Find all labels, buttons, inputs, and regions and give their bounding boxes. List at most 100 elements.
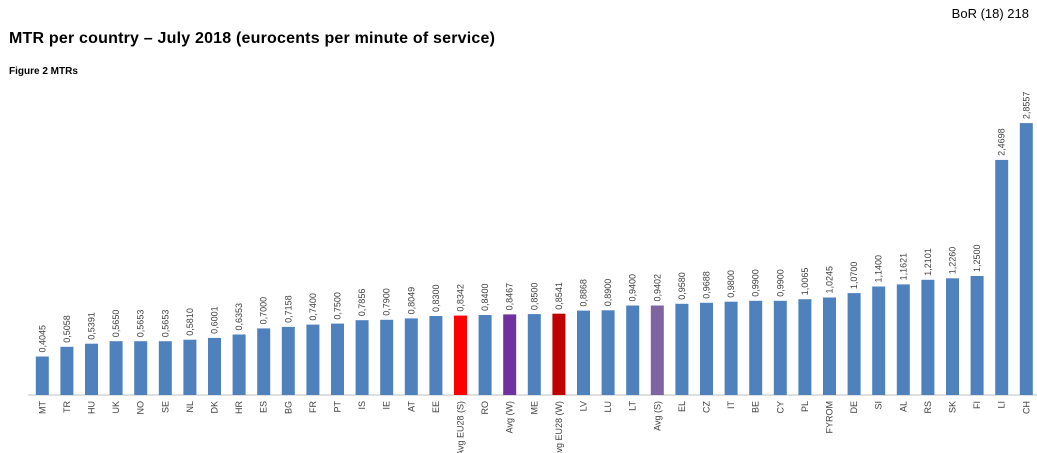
category-label: TR [62,401,72,413]
bar-mt [35,356,49,395]
value-label: 0,5810 [185,308,195,336]
category-label: BE [751,401,761,413]
value-label: 0,5653 [136,310,146,338]
bar-al [896,284,910,395]
category-label: Avg (W) [505,401,515,433]
value-label: 1,0700 [849,262,859,290]
value-label: 0,7000 [259,297,269,325]
bar-at [404,318,418,395]
category-label: EL [677,401,687,412]
value-label: 1,2101 [923,248,933,276]
bar-ro [478,315,492,395]
value-label: 0,9900 [775,269,785,297]
category-label: AL [898,401,908,412]
bar-avg-w [503,314,517,395]
figure-caption: Figure 2 MTRs [9,66,78,77]
value-label: 0,4045 [37,325,47,353]
value-label: 0,6001 [210,306,220,334]
bar-nl [183,339,197,395]
category-label: LT [628,401,638,411]
value-label: 0,8467 [505,283,515,311]
value-label: 1,2500 [972,244,982,272]
bar-cz [700,302,713,395]
category-label: BG [283,401,293,414]
category-label: LU [603,401,613,413]
value-label: 0,7856 [357,289,367,317]
category-label: LI [997,401,1007,409]
value-label: 0,5058 [62,315,72,343]
value-label: 1,1400 [874,255,884,283]
value-label: 0,9800 [726,270,736,298]
value-label: 0,8049 [406,287,416,315]
bar-avg-eu28-s [454,315,467,395]
category-label: SK [948,401,958,413]
category-label: IT [726,400,736,409]
value-label: 0,5650 [111,310,121,338]
value-label: 0,5391 [87,312,97,340]
bar-el [675,303,689,395]
value-label: 0,9402 [652,274,662,302]
value-labels-group: 0,4045 0,5058 0,5391 0,5650 0,5653 0,5653 0,58… [37,92,1031,353]
category-label: DE [849,401,859,414]
bar-se [158,341,172,395]
bar-fr [306,324,320,395]
bar-cy [773,300,787,395]
bar-rs [921,279,935,395]
bar-lv [577,310,590,395]
value-label: 0,9688 [702,271,712,299]
value-label: 0,7500 [333,292,343,320]
bars-group [35,123,1033,395]
category-label: UK [111,401,121,414]
bar-es [257,328,271,395]
value-label: 2,8557 [1021,92,1031,120]
value-label: 0,8900 [603,279,613,307]
category-label: AT [406,401,416,412]
bar-me [527,314,541,395]
bar-uk [109,341,123,395]
category-label: PL [800,401,810,412]
value-label: 0,5653 [160,310,170,338]
category-label: CY [775,401,785,414]
bar-be [749,300,763,395]
value-label: 0,8342 [456,284,466,312]
category-label: DK [210,401,220,414]
bar-is [355,320,369,395]
value-label: 0,7158 [283,295,293,323]
category-label: PT [333,401,343,413]
value-label: 0,8400 [480,283,490,311]
document-reference: BoR (18) 218 [951,6,1029,21]
value-label: 1,2260 [948,247,958,275]
category-label: RO [480,401,490,415]
category-label: IS [357,401,367,410]
value-label: 0,9580 [677,272,687,300]
value-label: 0,8300 [431,284,441,312]
bar-tr [60,346,74,395]
bar-ie [380,319,394,395]
value-label: 0,9400 [628,274,638,302]
category-label: SE [160,401,170,413]
bar-avg-s [650,305,664,395]
bar-li [995,159,1009,395]
category-label: HU [87,401,97,414]
bar-it [724,301,738,395]
category-label: MT [37,401,47,414]
category-label: FYROM [825,401,835,434]
category-label: CZ [702,401,712,413]
category-label: Avg EU28 (S) [456,401,466,453]
bar-pl [798,299,812,395]
category-label: RS [923,401,933,414]
category-labels-group: MT TR HU UK NO SE NL DK HR ES BG FR PT IS IE AT EE Avg EU… [37,400,1031,453]
value-label: 1,0065 [800,268,810,296]
value-label: 1,1621 [898,253,908,281]
bar-avg-eu28-w [552,313,566,395]
category-label: ES [259,401,269,413]
bar-ee [429,316,443,395]
value-label: 0,7900 [382,288,392,316]
category-label: ME [529,401,539,415]
category-label: HR [234,401,244,414]
value-label: 0,8500 [529,283,539,311]
bar-fyrom [823,297,836,395]
value-label: 0,8541 [554,282,564,310]
category-label: NO [136,401,146,415]
